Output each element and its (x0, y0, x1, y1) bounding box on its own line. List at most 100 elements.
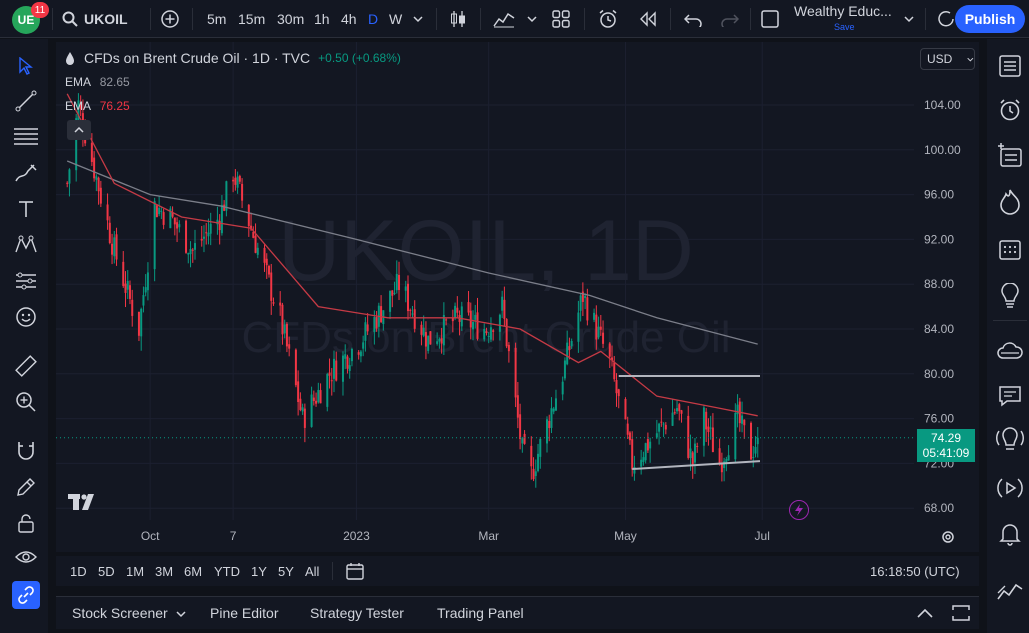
alerts-button[interactable] (995, 95, 1025, 125)
ema-long-legend[interactable]: EMA 82.65 (65, 75, 130, 89)
candle-body (422, 327, 425, 336)
timeframe-dropdown[interactable] (413, 0, 423, 38)
candle-body (631, 439, 634, 470)
object-tree-button[interactable] (995, 140, 1025, 170)
broadcast-button[interactable] (995, 473, 1025, 503)
measure-tool[interactable] (12, 267, 40, 295)
range-1m[interactable]: 1M (126, 563, 145, 579)
pattern-tool[interactable] (12, 231, 40, 259)
support-line[interactable] (632, 460, 761, 470)
publish-button[interactable]: Publish (955, 5, 1025, 33)
text-tool[interactable] (12, 195, 40, 223)
bottom-panel: Stock Screener Pine Editor Strategy Test… (56, 596, 979, 629)
price-chart[interactable]: UKOIL, 1D CFDs on Brent Crude Oil 104.00… (56, 42, 979, 552)
layout-dropdown[interactable] (904, 0, 914, 38)
fullscreen-button[interactable] (761, 0, 779, 38)
layouts-button[interactable] (552, 0, 570, 38)
candle-body (171, 212, 174, 217)
utc-clock[interactable]: 16:18:50 (UTC) (870, 563, 960, 579)
fib-tool[interactable] (12, 123, 40, 151)
magnet-tool[interactable] (12, 437, 40, 465)
time-axis-label: Mar (478, 529, 499, 543)
candle-body (676, 408, 679, 412)
maximize-icon[interactable] (952, 605, 970, 621)
chart-title[interactable]: CFDs on Brent Crude Oil · 1D · TVC (84, 50, 311, 66)
calendar-button[interactable] (995, 234, 1025, 264)
candle-body (570, 341, 573, 347)
replay-button[interactable] (639, 0, 657, 38)
tab-strategy-tester[interactable]: Strategy Tester (310, 605, 404, 621)
redo-button[interactable] (721, 0, 739, 38)
trendline-tool[interactable] (12, 87, 40, 115)
timeframe-w[interactable]: W (389, 11, 403, 27)
sync-drawings-tool[interactable] (12, 581, 40, 609)
tradingview-logo[interactable] (68, 494, 100, 515)
alert-button[interactable] (598, 0, 618, 38)
range-6m[interactable]: 6M (184, 563, 203, 579)
quick-search-button[interactable] (938, 0, 954, 38)
go-to-date-button[interactable] (346, 562, 364, 585)
notification-badge: 11 (31, 2, 49, 18)
compare-button[interactable] (160, 0, 180, 38)
indicators-dropdown[interactable] (527, 0, 537, 38)
notifications-button[interactable] (995, 519, 1025, 549)
chart-pane[interactable]: UKOIL, 1D CFDs on Brent Crude Oil 104.00… (56, 42, 979, 552)
candle-body (429, 331, 432, 345)
range-5d[interactable]: 5D (98, 563, 115, 579)
chevron-down-icon[interactable] (176, 609, 186, 619)
emoji-tool[interactable] (12, 303, 40, 331)
undo-button[interactable] (684, 0, 702, 38)
stay-drawing-tool[interactable] (12, 473, 40, 501)
candle-body (503, 299, 506, 319)
tab-pine-editor[interactable]: Pine Editor (210, 605, 279, 621)
chart-type-button[interactable] (449, 0, 467, 38)
pine-ideas-button[interactable] (995, 425, 1025, 455)
watchlist-button[interactable] (995, 51, 1025, 81)
candle-body (317, 389, 320, 403)
timeframe-30m[interactable]: 30m (277, 11, 305, 27)
candle-body (507, 344, 510, 352)
chart-settings-button[interactable] (940, 529, 956, 550)
range-ytd[interactable]: YTD (214, 563, 240, 579)
cursor-tool[interactable] (12, 52, 40, 80)
candle-body (662, 423, 665, 425)
timeframe-15m[interactable]: 15m (238, 11, 266, 27)
timeframe-1h[interactable]: 1h (314, 11, 330, 27)
price-axis-label: 92.00 (924, 232, 954, 246)
ideas-button[interactable] (995, 281, 1025, 311)
timeframe-4h[interactable]: 4h (341, 11, 357, 27)
candle-body (131, 299, 134, 316)
candle-body (95, 176, 98, 180)
layout-name-button[interactable]: Wealthy Educ... Save (794, 0, 892, 38)
indicators-icon (493, 12, 515, 28)
symbol-search[interactable]: UKOIL (62, 0, 128, 38)
timeframe-d[interactable]: D (368, 11, 379, 27)
indicators-button[interactable] (493, 0, 515, 38)
tab-trading-panel[interactable]: Trading Panel (437, 605, 524, 621)
range-3m[interactable]: 3M (155, 563, 174, 579)
chat-button[interactable] (995, 381, 1025, 411)
range-1d[interactable]: 1D (70, 563, 87, 579)
lock-drawings-tool[interactable] (12, 509, 40, 537)
range-5y[interactable]: 5Y (278, 563, 294, 579)
ruler-tool[interactable] (12, 352, 40, 380)
trading-panel-button[interactable] (995, 577, 1025, 607)
range-1y[interactable]: 1Y (251, 563, 267, 579)
candle-body (696, 446, 699, 448)
streams-button[interactable] (995, 336, 1025, 366)
events-marker[interactable] (789, 500, 809, 520)
collapse-legend-button[interactable] (67, 120, 91, 140)
candle-body (335, 360, 338, 381)
hotlists-button[interactable] (995, 187, 1025, 217)
brush-tool[interactable] (12, 159, 40, 187)
hide-drawings-tool[interactable] (12, 543, 40, 571)
currency-selector[interactable]: USD (920, 48, 975, 70)
zoom-tool[interactable] (12, 388, 40, 416)
chevron-up-icon[interactable] (916, 607, 934, 619)
tab-stock-screener[interactable]: Stock Screener (72, 605, 168, 621)
timeframe-5m[interactable]: 5m (207, 11, 227, 27)
candle-body (126, 280, 129, 290)
ema-short-legend[interactable]: EMA 76.25 (65, 99, 130, 113)
range-all[interactable]: All (305, 563, 320, 579)
candle-body (409, 309, 412, 311)
